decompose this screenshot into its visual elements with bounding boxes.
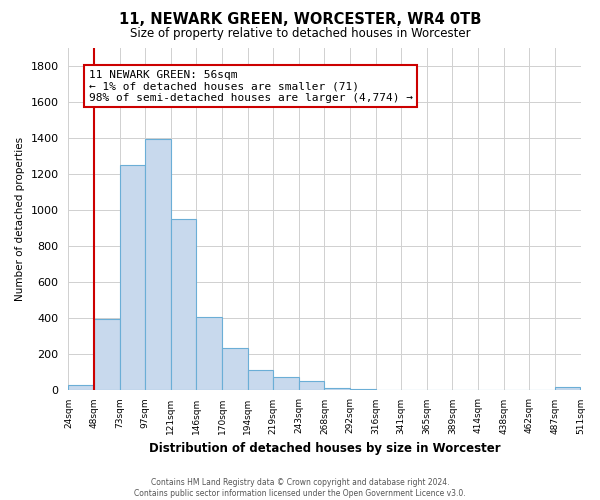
Text: Size of property relative to detached houses in Worcester: Size of property relative to detached ho… — [130, 28, 470, 40]
Bar — [171, 218, 196, 390]
Bar — [196, 316, 222, 390]
Bar — [248, 370, 273, 390]
Bar — [273, 378, 299, 390]
Bar — [555, 387, 580, 390]
Bar — [222, 348, 248, 390]
Bar — [145, 140, 171, 390]
Y-axis label: Number of detached properties: Number of detached properties — [15, 136, 25, 300]
Text: Contains HM Land Registry data © Crown copyright and database right 2024.
Contai: Contains HM Land Registry data © Crown c… — [134, 478, 466, 498]
Bar — [68, 385, 94, 390]
Text: 11, NEWARK GREEN, WORCESTER, WR4 0TB: 11, NEWARK GREEN, WORCESTER, WR4 0TB — [119, 12, 481, 28]
Bar — [325, 388, 350, 390]
X-axis label: Distribution of detached houses by size in Worcester: Distribution of detached houses by size … — [149, 442, 500, 455]
Bar — [299, 380, 325, 390]
Bar — [94, 320, 119, 390]
Text: 11 NEWARK GREEN: 56sqm
← 1% of detached houses are smaller (71)
98% of semi-deta: 11 NEWARK GREEN: 56sqm ← 1% of detached … — [89, 70, 413, 103]
Bar — [119, 164, 145, 390]
